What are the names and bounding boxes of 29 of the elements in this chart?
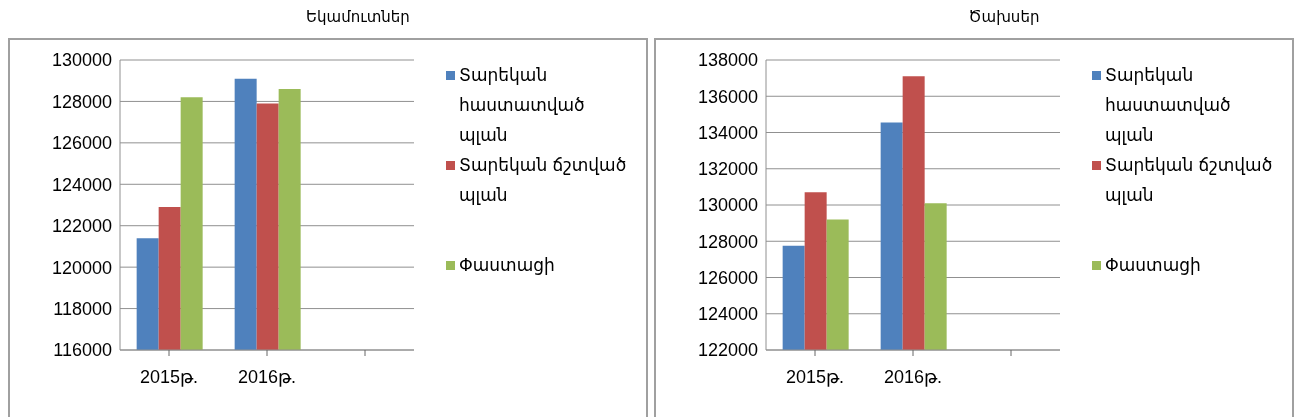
y-tick-label: 122000 [51, 216, 112, 237]
legend-label: Փաստացի [1105, 254, 1201, 277]
y-tick-label: 128000 [51, 91, 112, 112]
y-tick-label: 116000 [53, 340, 112, 361]
x-tick-label: 2016թ. [237, 366, 297, 387]
y-tick-label: 136000 [697, 86, 758, 107]
y-tick-label: 130000 [697, 195, 758, 216]
y-tick-label: 134000 [697, 122, 758, 143]
y-tick-label: 120000 [51, 257, 112, 278]
x-tick-label: 2016թ. [883, 366, 943, 387]
y-tick-label: 126000 [697, 267, 758, 288]
y-tick-label: 124000 [51, 174, 112, 195]
legend-label: Տարեկան հաստատված պլան [459, 64, 586, 147]
y-tick-label: 128000 [697, 231, 758, 252]
legend-label: Տարեկան ճշտված պլան [1105, 154, 1274, 207]
chart-title: Եկամուտներ [305, 8, 411, 28]
y-tick-label: 124000 [697, 304, 758, 325]
x-tick-label: 2015թ. [139, 366, 199, 387]
y-tick-label: 132000 [697, 159, 758, 180]
chart-title: Ծախսեր [967, 8, 1041, 28]
y-tick-label: 126000 [51, 133, 112, 154]
y-tick-label: 138000 [697, 50, 758, 71]
x-tick-label: 2015թ. [785, 366, 845, 387]
legend-label: Փաստացի [459, 254, 555, 277]
legend-label: Տարեկան հաստատված պլան [1105, 64, 1232, 147]
legend-label: Տարեկան ճշտված պլան [459, 154, 628, 207]
y-tick-label: 118000 [53, 298, 112, 319]
y-tick-label: 122000 [697, 340, 758, 361]
y-tick-label: 130000 [51, 50, 112, 71]
